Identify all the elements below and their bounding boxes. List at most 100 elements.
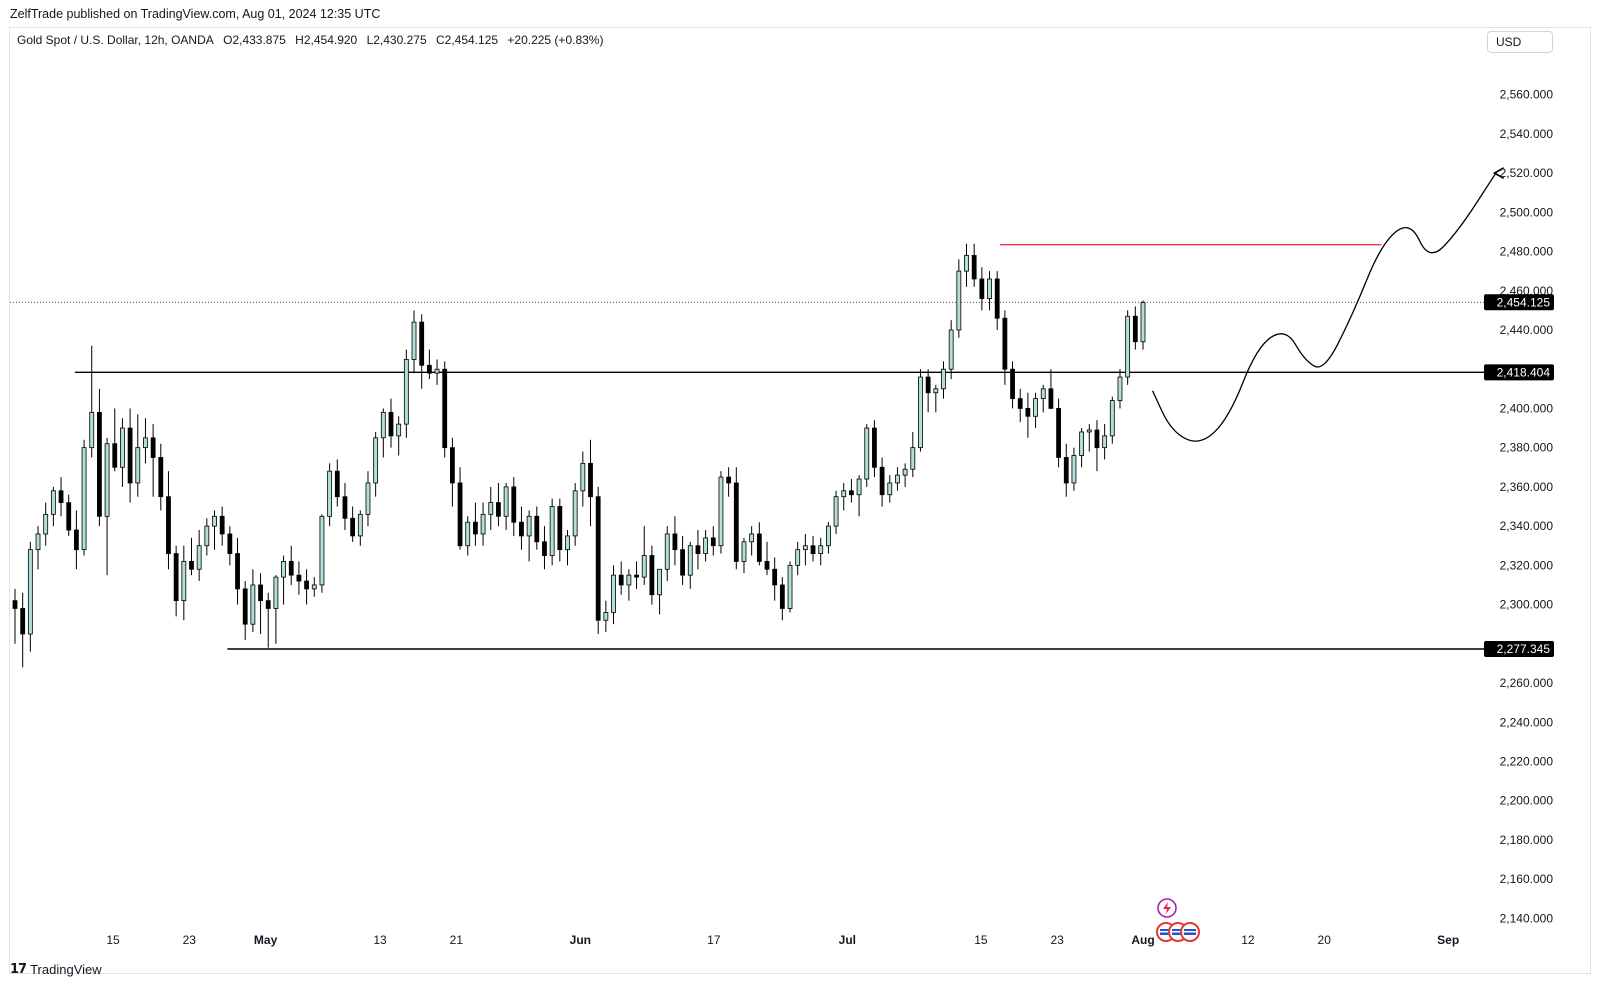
legend-high: H2,454.920	[295, 33, 358, 47]
price-label-box	[1484, 364, 1554, 381]
y-tick-label: 2,400.000	[1500, 401, 1554, 415]
candle-body-up	[1071, 455, 1077, 484]
candle-body-down	[496, 502, 501, 517]
candle-body-down	[426, 364, 432, 374]
candle	[112, 408, 118, 472]
candle	[588, 439, 593, 527]
candle-body-up	[841, 490, 847, 498]
chart-pane[interactable]	[9, 27, 1591, 974]
candle-body-down	[457, 482, 463, 547]
candle	[127, 408, 133, 503]
price-label-box	[1484, 294, 1554, 311]
candle-body-up	[104, 443, 110, 517]
candle	[680, 535, 685, 585]
candle	[1102, 424, 1108, 460]
candle-body-down	[97, 411, 102, 517]
y-tick-label: 2,300.000	[1500, 598, 1554, 612]
candle	[480, 502, 486, 546]
candle-body-up	[319, 515, 325, 586]
candle-body-down	[258, 584, 263, 602]
candle-body-down	[189, 561, 194, 570]
symbol-legend: Gold Spot / U.S. Dollar, 12h, OANDA O2,4…	[17, 33, 609, 47]
candle-body-down	[595, 496, 601, 621]
candle-body-down	[588, 462, 593, 498]
candle	[12, 588, 18, 644]
candle-body-down	[227, 533, 233, 554]
y-tick-label: 2,440.000	[1500, 323, 1554, 337]
candle	[941, 361, 946, 399]
candle	[173, 545, 179, 617]
candle	[956, 259, 962, 338]
candle-body-up	[89, 411, 95, 449]
legend-change: +20.225 (+0.83%)	[507, 33, 604, 47]
candle-body-down	[296, 574, 302, 582]
tradingview-footer[interactable]: 𝟭𝟳 TradingView	[10, 961, 102, 977]
candle	[1117, 369, 1123, 409]
y-tick-label: 2,360.000	[1500, 480, 1554, 494]
candle-body-down	[20, 608, 26, 635]
candle-body-down	[618, 574, 624, 586]
candle-body-up	[373, 437, 379, 484]
candle	[58, 477, 64, 517]
candle-body-down	[350, 517, 356, 537]
candle-body-up	[749, 533, 755, 543]
price-label: 2,277.345	[1484, 641, 1554, 658]
candle	[879, 457, 885, 507]
candle	[1132, 306, 1138, 350]
candle	[703, 530, 709, 562]
candle-body-down	[534, 515, 540, 543]
x-tick-label: 12	[1241, 933, 1255, 947]
candle-body-down	[342, 496, 348, 519]
x-tick-label: May	[254, 933, 278, 947]
candle	[971, 243, 977, 287]
candle	[150, 424, 156, 497]
candles	[12, 243, 1146, 668]
candle-body-up	[396, 423, 402, 437]
candle-body-down	[672, 533, 678, 551]
us-flag-event-icon[interactable]	[1180, 922, 1200, 942]
candle-body-up	[43, 513, 49, 535]
y-tick-label: 2,160.000	[1500, 872, 1554, 886]
candle	[802, 533, 808, 566]
candle	[426, 349, 432, 380]
candle-body-down	[772, 568, 778, 586]
candle-body-down	[473, 521, 478, 535]
candle	[189, 537, 194, 576]
candle-body-down	[979, 278, 985, 299]
candle-body-down	[419, 321, 425, 366]
candle	[641, 526, 647, 585]
candle	[350, 506, 356, 542]
candle-body-up	[403, 358, 409, 425]
candle-body-down	[66, 502, 72, 531]
candle	[273, 575, 279, 644]
candle-body-up	[572, 490, 578, 537]
candle-body-up	[465, 521, 471, 547]
legend-low: L2,430.275	[366, 33, 427, 47]
candle	[542, 526, 547, 570]
candle-body-up	[1109, 400, 1115, 437]
candle	[503, 482, 509, 531]
candle	[419, 314, 425, 389]
lightning-event-icon[interactable]	[1157, 898, 1177, 918]
candle	[342, 482, 348, 531]
candle-body-up	[1117, 376, 1123, 401]
candle-body-up	[956, 270, 962, 331]
candle-body-up	[120, 427, 125, 468]
price-label-box	[1484, 641, 1554, 658]
candle	[411, 310, 417, 374]
currency-button[interactable]: USD	[1487, 31, 1553, 53]
candle	[994, 271, 1000, 330]
candle	[772, 557, 778, 601]
candle	[380, 408, 386, 458]
candle-body-up	[718, 476, 724, 547]
candle-body-up	[987, 278, 992, 299]
candle	[158, 443, 164, 511]
candle-body-down	[557, 506, 563, 551]
candle	[365, 471, 371, 527]
candle	[181, 545, 187, 621]
candle-body-down	[879, 466, 885, 496]
candle	[1025, 392, 1031, 438]
candle-body-up	[741, 541, 747, 562]
candle	[97, 388, 102, 527]
